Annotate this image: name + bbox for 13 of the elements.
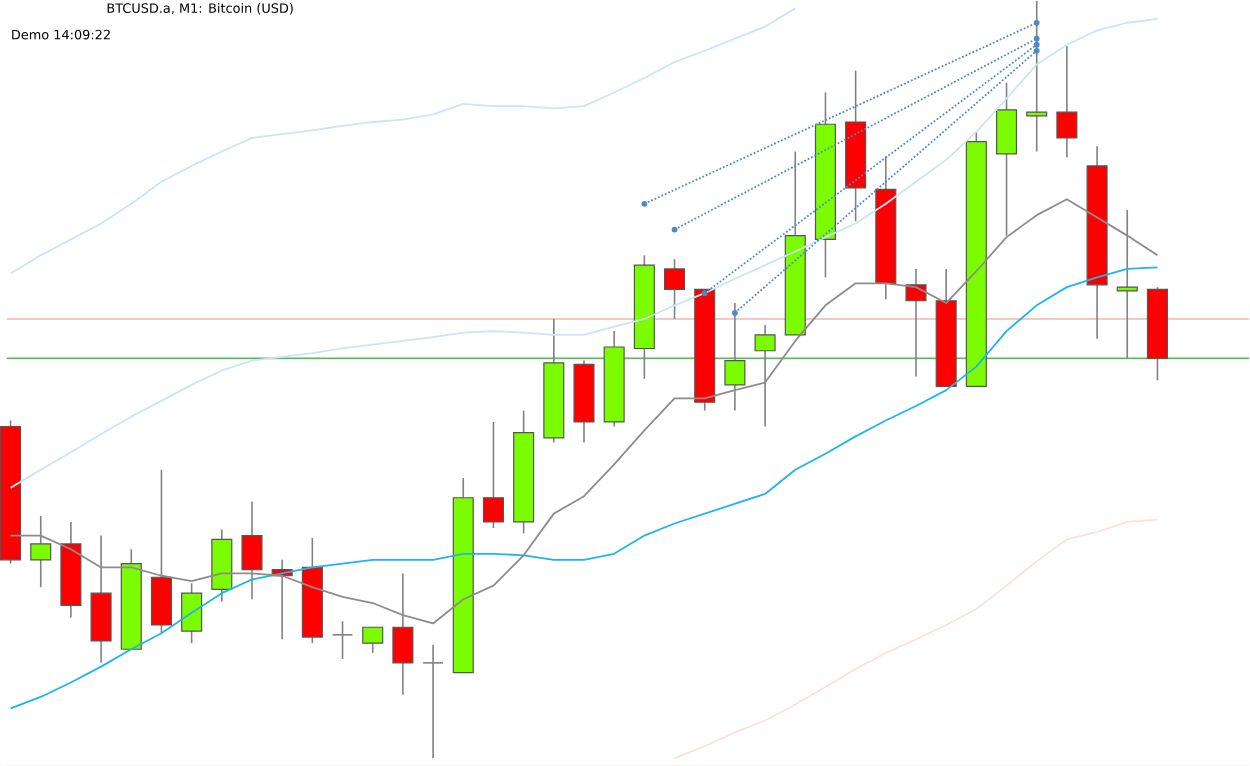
candlestick (241, 500, 263, 600)
candlestick (905, 267, 927, 377)
candlestick (422, 643, 444, 759)
candlestick (724, 301, 746, 412)
candlestick (331, 620, 354, 660)
candlestick (362, 626, 384, 654)
candlestick (482, 420, 504, 529)
candlestick (664, 257, 686, 320)
candlestick (1116, 208, 1138, 359)
candlestick (30, 514, 52, 588)
candlestick (754, 323, 776, 427)
candlestick (1056, 45, 1078, 159)
candlestick (1026, 0, 1048, 153)
